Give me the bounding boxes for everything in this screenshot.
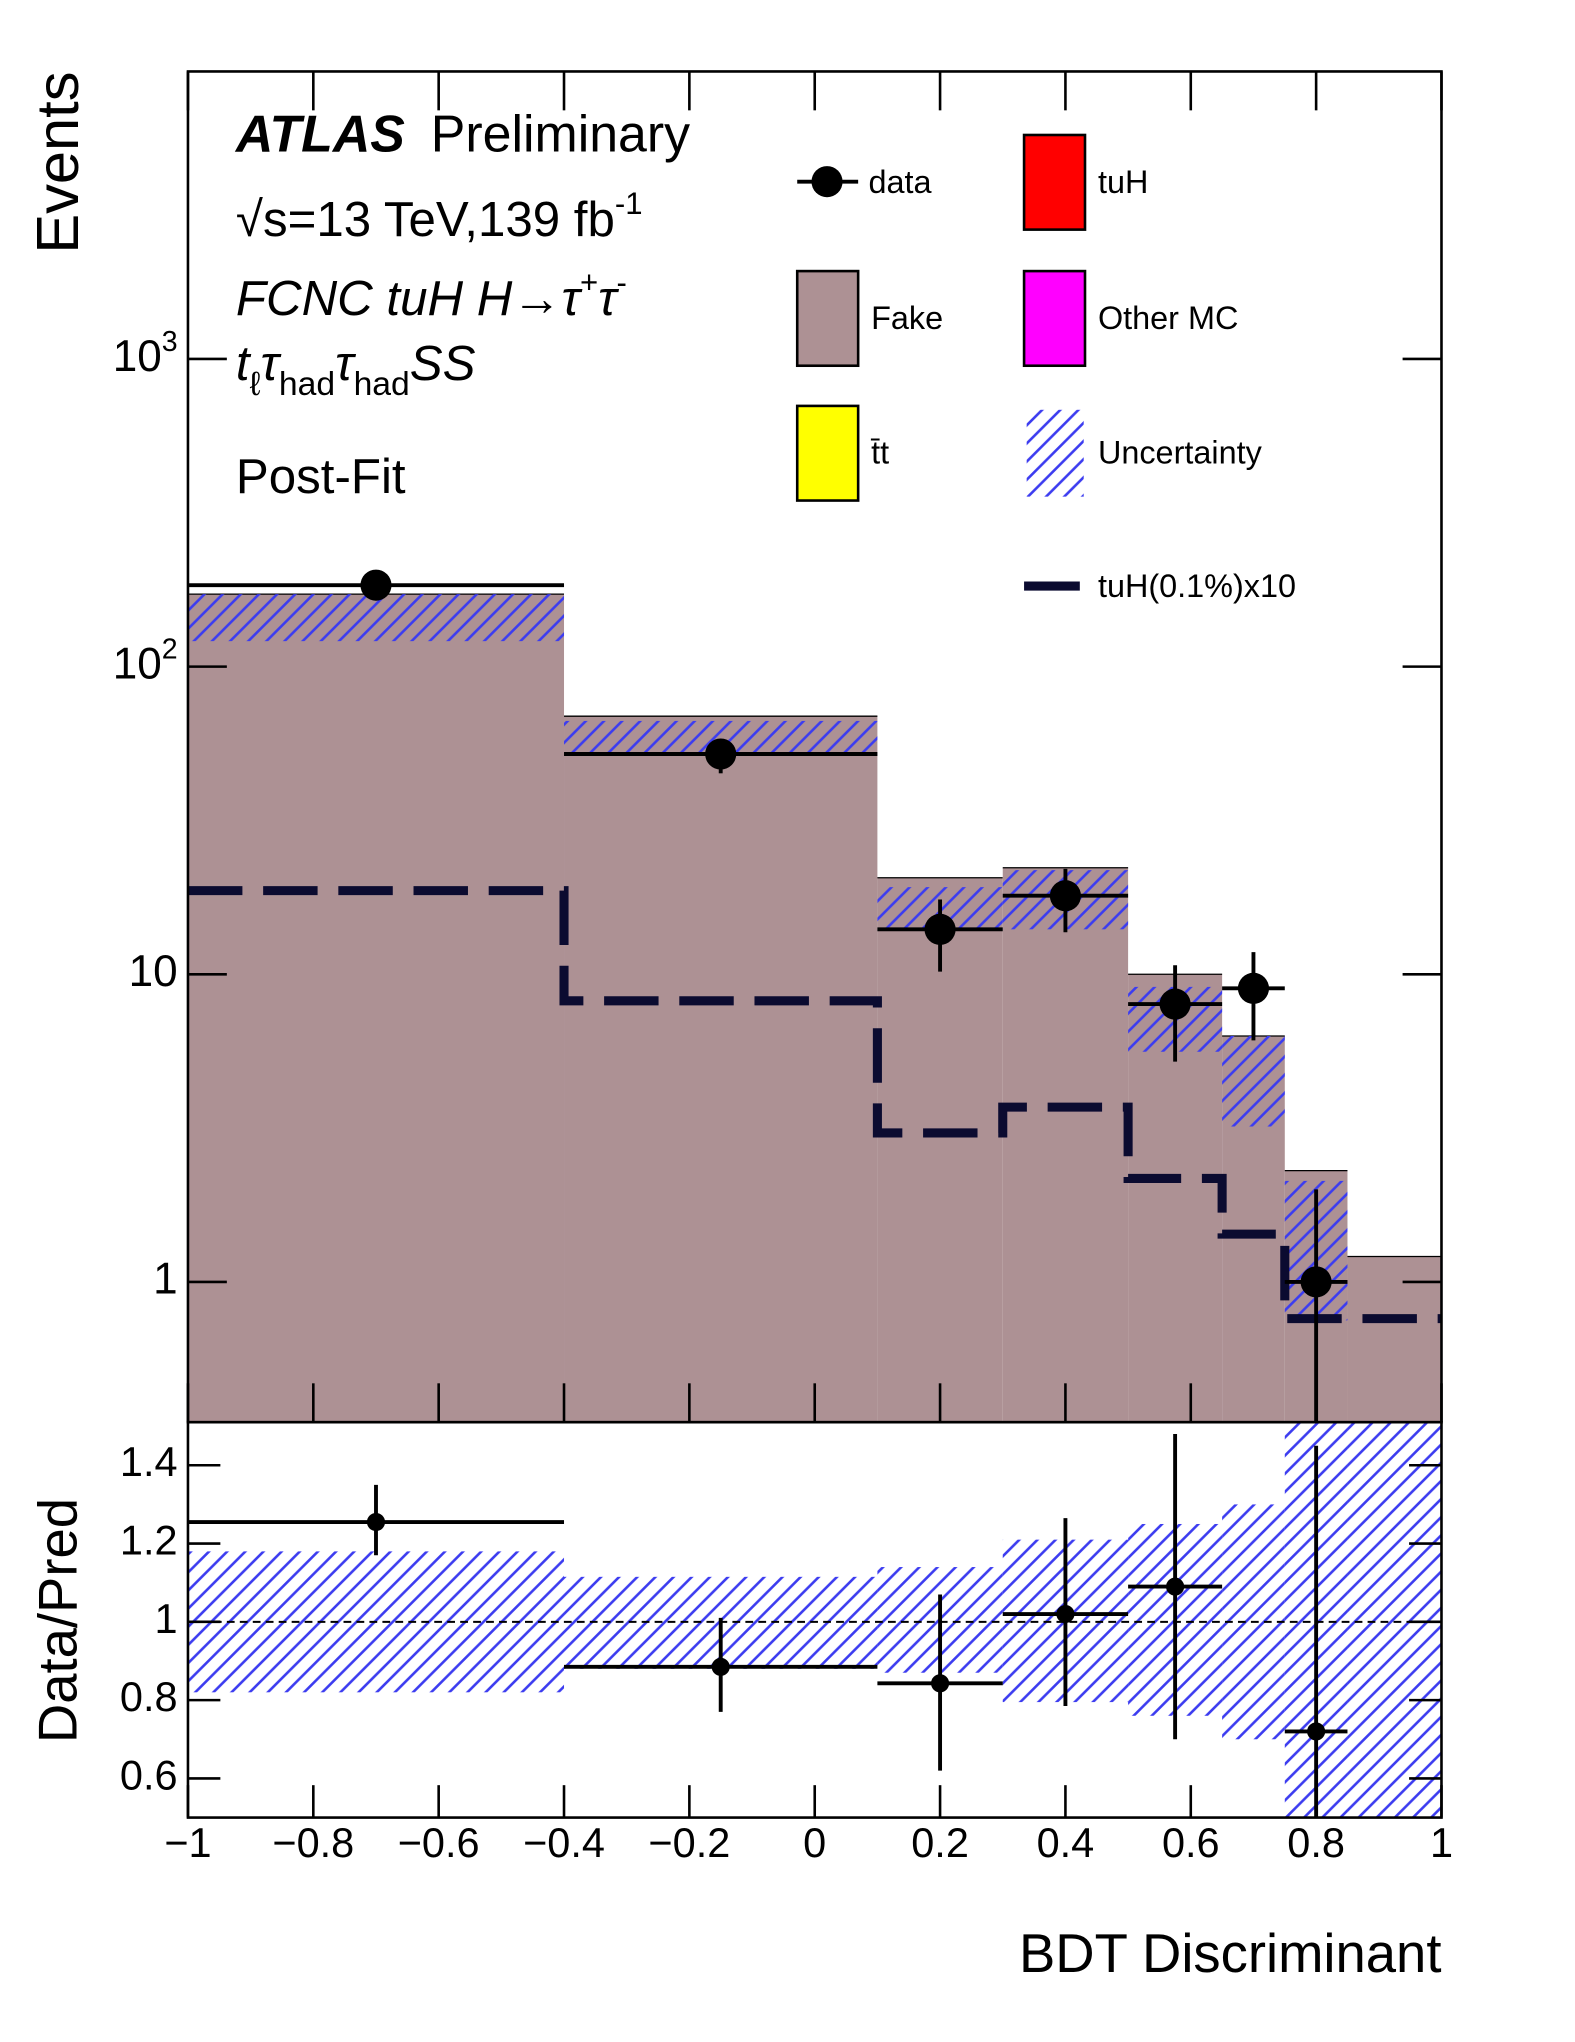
annotation-part: SS	[410, 336, 476, 391]
y-tick-label: 102	[113, 633, 178, 688]
annotation: ATLAS Preliminary	[234, 104, 690, 162]
annotation-part: ATLAS	[234, 104, 405, 162]
uncertainty-band	[187, 594, 565, 642]
y-tick-label-base: 10	[113, 332, 162, 381]
legend-marker	[811, 166, 843, 198]
x-tick-label: 0.6	[1162, 1819, 1220, 1866]
y-tick-label: 103	[113, 325, 178, 380]
y-tick-label: 1.4	[120, 1438, 178, 1485]
y-tick-label: 10	[129, 947, 178, 996]
y-tick-label: 0.6	[120, 1751, 178, 1798]
data-point	[924, 913, 956, 945]
legend-label: t̄t	[870, 435, 889, 471]
x-tick-label: 0	[803, 1819, 826, 1866]
ratio-point	[1166, 1577, 1185, 1596]
data-point	[360, 569, 392, 601]
annotation-part: had	[354, 365, 410, 403]
annotation-part: τ	[261, 336, 282, 391]
legend-label: Uncertainty	[1098, 435, 1263, 471]
signal-line	[187, 886, 1442, 1324]
annotation: FCNC tuH H→τ+τ-	[236, 265, 627, 326]
legend-swatch	[1022, 133, 1087, 231]
legend-swatch	[1026, 409, 1084, 497]
annotation: √s=13 TeV,139 fb-1	[236, 186, 643, 247]
ratio-point	[1307, 1722, 1326, 1741]
legend-label: Fake	[871, 300, 943, 336]
background-bar	[1002, 867, 1129, 1423]
data-point	[705, 738, 737, 770]
y-axis-label: Data/Pred	[28, 1498, 89, 1743]
background-bar	[1347, 1256, 1442, 1423]
legend-label: tuH(0.1%)x10	[1098, 568, 1296, 604]
annotation-part: τ	[598, 271, 619, 326]
x-axis-label: BDT Discriminant	[1019, 1923, 1441, 1984]
annotation-part: -1	[615, 186, 643, 221]
y-tick-label-base: 10	[113, 639, 162, 688]
annotation: Post-Fit	[236, 449, 406, 504]
x-tick-label: −0.2	[648, 1819, 730, 1866]
x-tick-label: −0.6	[398, 1819, 480, 1866]
x-tick-label: −1	[164, 1819, 211, 1866]
ratio-point	[1056, 1604, 1075, 1624]
data-point	[1159, 988, 1191, 1020]
annotation-part: FCNC tuH H→τ	[236, 271, 583, 326]
background-bar	[187, 594, 565, 1423]
x-tick-label: 0.8	[1287, 1819, 1345, 1866]
annotation: tℓτhadτhadSS	[236, 336, 476, 403]
legend-swatch	[795, 404, 860, 502]
x-tick-label: 0.2	[911, 1819, 969, 1866]
main-plot	[187, 569, 1442, 1423]
y-tick-label: 1	[153, 1255, 178, 1304]
x-tick-label: −0.8	[272, 1819, 354, 1866]
y-tick-label-exponent: 2	[162, 633, 178, 665]
annotation-part: Post-Fit	[236, 449, 406, 504]
ratio-frame	[186, 1420, 1443, 1819]
x-tick-label: −0.4	[523, 1819, 605, 1866]
annotation-part: √s=13 TeV,139 fb	[236, 192, 615, 247]
annotation-part: ℓ	[250, 365, 261, 403]
data-point	[1300, 1266, 1332, 1298]
y-tick-label: 1.2	[120, 1517, 178, 1564]
legend-label: Other MC	[1098, 300, 1238, 336]
annotation-part: had	[279, 365, 335, 403]
ratio-plot	[187, 1422, 1442, 1818]
legend-swatch	[1022, 269, 1087, 368]
data-point	[1049, 880, 1081, 912]
y-axis-label: Events	[24, 71, 91, 253]
annotation-part: -	[617, 265, 627, 300]
ratio-point	[711, 1657, 730, 1676]
x-tick-label: 0.4	[1037, 1819, 1095, 1866]
ratio-point	[366, 1512, 386, 1532]
annotation-part: τ	[335, 336, 356, 391]
legend-swatch	[795, 269, 860, 368]
annotation-part: t	[236, 336, 252, 391]
uncertainty-band	[1222, 1036, 1285, 1127]
data-point	[1237, 972, 1270, 1004]
legend-label: data	[869, 164, 933, 200]
background-bar	[564, 716, 878, 1423]
y-tick-label-exponent: 3	[162, 325, 178, 357]
annotation-part: Preliminary	[431, 104, 690, 162]
x-tick-label: 1	[1430, 1819, 1453, 1866]
ratio-band	[1347, 1422, 1442, 1818]
legend-label: tuH	[1098, 164, 1148, 200]
y-tick-label: 1	[155, 1595, 178, 1642]
ratio-point	[931, 1674, 950, 1693]
annotation-part: +	[580, 265, 598, 300]
y-tick-label: 0.8	[120, 1673, 178, 1720]
